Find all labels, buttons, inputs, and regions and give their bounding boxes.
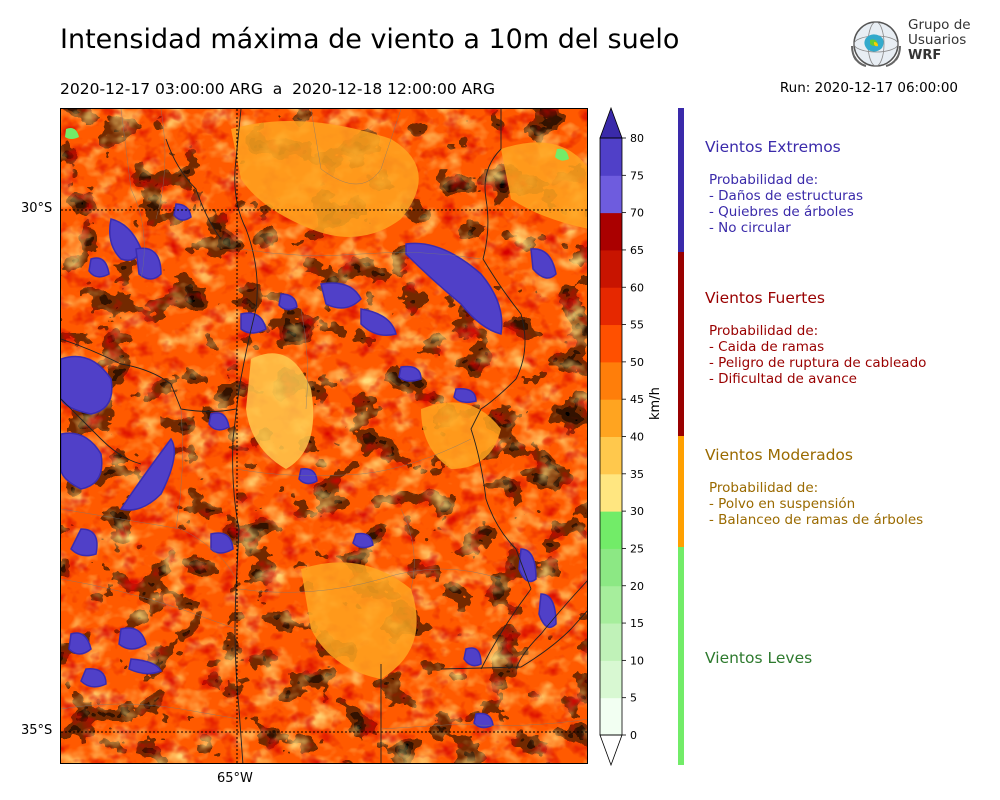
category-line: - Daños de estructuras bbox=[709, 188, 864, 204]
colorbar-tick-label: 75 bbox=[630, 169, 644, 182]
category-line: Probabilidad de: bbox=[709, 480, 819, 496]
colorbar-segment bbox=[600, 175, 622, 214]
colorbar-tick-label: 70 bbox=[630, 207, 644, 220]
colorbar-segment bbox=[600, 399, 622, 437]
colorbar-tick-label: 30 bbox=[630, 505, 644, 518]
category-line: - Polvo en suspensión bbox=[709, 496, 856, 512]
colorbar: 0 5 10 15 20 25 30 35 40 45 50 55 60 65 70 75 80 bbox=[599, 106, 644, 767]
lat-label-35s: 35°S bbox=[21, 723, 53, 738]
colorbar-tick-label: 10 bbox=[630, 654, 644, 667]
colorbar-segment bbox=[600, 511, 622, 549]
category-title: Vientos Extremos bbox=[705, 138, 841, 156]
logo-line-1: Grupo de bbox=[908, 17, 971, 33]
category-leves: Vientos Leves bbox=[705, 649, 812, 667]
colorbar-segment bbox=[600, 324, 622, 363]
colorbar-segment bbox=[600, 473, 622, 512]
category-line: - Caida de ramas bbox=[709, 339, 825, 355]
category-bar bbox=[678, 252, 684, 436]
colorbar-segment bbox=[600, 249, 622, 288]
category-bar bbox=[678, 547, 684, 765]
colorbar-units: km/h bbox=[648, 387, 663, 420]
logo-line-3: WRF bbox=[908, 48, 942, 63]
colorbar-segment bbox=[600, 660, 622, 699]
colorbar-segment bbox=[600, 287, 622, 326]
run-time: Run: 2020-12-17 06:00:00 bbox=[779, 80, 958, 96]
category-line: - Balanceo de ramas de árboles bbox=[709, 512, 924, 528]
category-line: - Quiebres de árboles bbox=[709, 204, 854, 220]
colorbar-segment bbox=[600, 138, 622, 176]
category-title: Vientos Fuertes bbox=[705, 289, 825, 307]
category-bar bbox=[678, 436, 684, 547]
colorbar-extend-bottom bbox=[599, 734, 623, 767]
map-title: Intensidad máxima de viento a 10m del su… bbox=[60, 24, 680, 55]
forecast-period: 2020-12-17 03:00:00 ARG a 2020-12-18 12:… bbox=[60, 80, 496, 98]
colorbar-tick-label: 45 bbox=[630, 393, 644, 406]
colorbar-tick-label: 35 bbox=[630, 468, 644, 481]
colorbar-segment bbox=[600, 361, 622, 400]
category-line: Probabilidad de: bbox=[709, 323, 819, 339]
colorbar-tick-label: 15 bbox=[630, 617, 644, 630]
logo-line-2: Usuarios bbox=[908, 32, 967, 48]
colorbar-tick-label: 50 bbox=[630, 356, 644, 369]
wind-map bbox=[60, 108, 588, 764]
grupo-usuarios-wrf-logo: Grupo de Usuarios WRF bbox=[848, 16, 978, 76]
wind-map-canvas bbox=[61, 109, 587, 763]
colorbar-tick-label: 20 bbox=[630, 580, 644, 593]
lat-label-30s: 30°S bbox=[21, 201, 53, 216]
category-line: - Dificultad de avance bbox=[709, 371, 857, 387]
colorbar-tick-label: 55 bbox=[630, 319, 644, 332]
category-line: Probabilidad de: bbox=[709, 172, 819, 188]
colorbar-segment bbox=[600, 212, 622, 251]
colorbar-tick-label: 80 bbox=[630, 132, 644, 145]
colorbar-tick-label: 40 bbox=[630, 431, 644, 444]
colorbar-tick-label: 65 bbox=[630, 244, 644, 257]
globe-logo-icon bbox=[851, 21, 901, 67]
colorbar-tick-label: 25 bbox=[630, 542, 644, 555]
category-line: - No circular bbox=[709, 220, 791, 236]
colorbar-tick-label: 5 bbox=[630, 692, 637, 705]
colorbar-extend-top bbox=[599, 106, 623, 139]
category-title: Vientos Moderados bbox=[705, 446, 853, 464]
colorbar-tick-label: 0 bbox=[630, 729, 637, 742]
category-title: Vientos Leves bbox=[705, 649, 813, 667]
category-fuertes: Vientos Fuertes Probabilidad de: - Caida… bbox=[705, 289, 926, 387]
colorbar-segment bbox=[600, 585, 622, 624]
lon-label-65w: 65°W bbox=[217, 771, 253, 786]
colorbar-segment bbox=[600, 436, 622, 475]
category-bar bbox=[678, 108, 684, 252]
category-moderados: Vientos Moderados Probabilidad de: - Pol… bbox=[705, 446, 923, 528]
colorbar-segment bbox=[600, 697, 622, 736]
colorbar-segment bbox=[600, 548, 622, 587]
colorbar-tick-label: 60 bbox=[630, 281, 644, 294]
category-line: - Peligro de ruptura de cableado bbox=[709, 355, 927, 371]
colorbar-segment bbox=[600, 623, 622, 661]
category-extremos: Vientos Extremos Probabilidad de: - Daño… bbox=[705, 138, 863, 236]
